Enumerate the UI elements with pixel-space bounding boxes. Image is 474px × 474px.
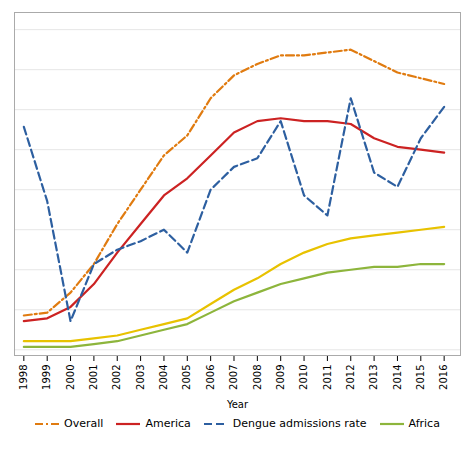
svg-text:2008: 2008 bbox=[252, 365, 263, 390]
svg-text:2010: 2010 bbox=[298, 365, 309, 390]
svg-text:Year: Year bbox=[226, 399, 249, 410]
svg-text:1999: 1999 bbox=[41, 365, 52, 390]
html-text:Dengue admissions rate: Dengue admissions rate bbox=[232, 417, 367, 430]
svg-text:2004: 2004 bbox=[158, 365, 169, 390]
svg-text:2001: 2001 bbox=[88, 365, 99, 390]
svg-text:2007: 2007 bbox=[228, 365, 239, 390]
svg-text:2002: 2002 bbox=[111, 365, 122, 390]
svg-text:2013: 2013 bbox=[368, 365, 379, 390]
svg-text:2016: 2016 bbox=[438, 365, 449, 390]
svg-text:2003: 2003 bbox=[135, 365, 146, 390]
svg-text:2006: 2006 bbox=[205, 365, 216, 390]
svg-text:2012: 2012 bbox=[345, 365, 356, 390]
html-text:Overall: Overall bbox=[64, 417, 104, 430]
svg-text:2011: 2011 bbox=[322, 365, 333, 390]
svg-text:2005: 2005 bbox=[181, 365, 192, 390]
html-text:America: America bbox=[145, 417, 191, 430]
html-text:Africa: Africa bbox=[408, 417, 440, 430]
svg-text:2000: 2000 bbox=[65, 365, 76, 390]
svg-text:2015: 2015 bbox=[415, 365, 426, 390]
svg-text:2009: 2009 bbox=[275, 365, 286, 390]
svg-text:1998: 1998 bbox=[18, 365, 29, 390]
svg-text:2014: 2014 bbox=[392, 365, 403, 390]
